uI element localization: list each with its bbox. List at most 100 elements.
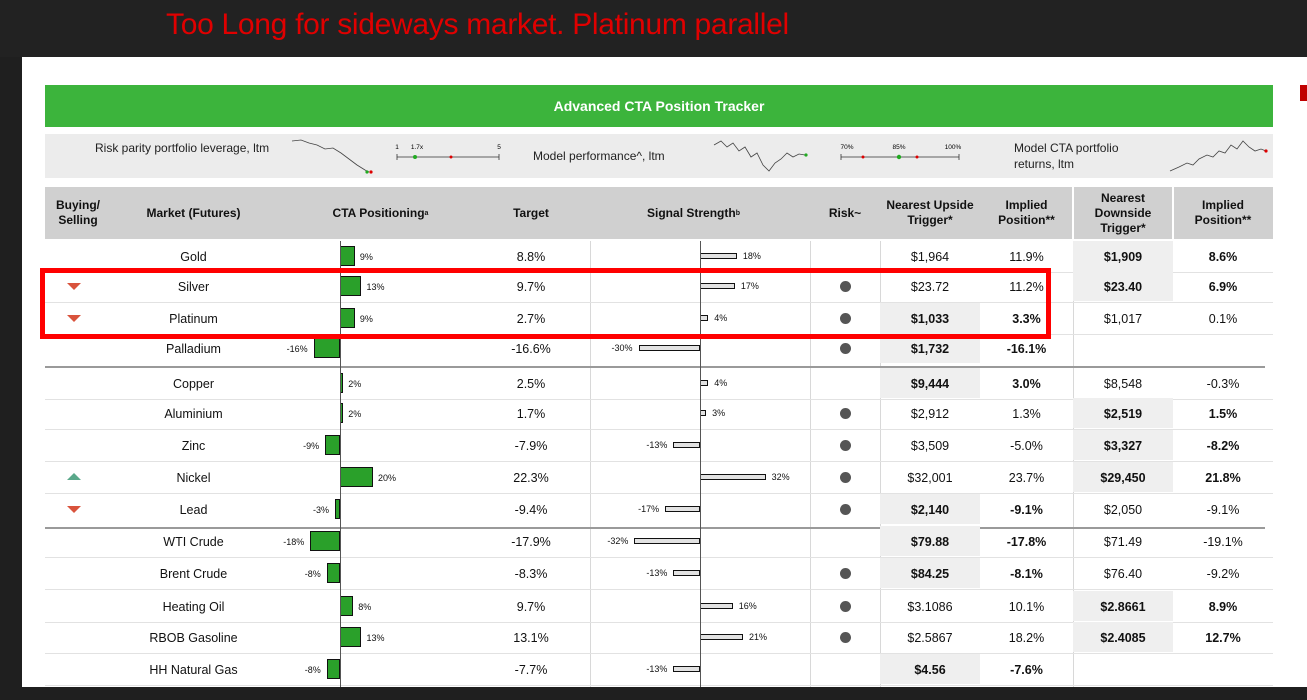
header-target-text: Target <box>513 205 549 220</box>
upside-implied-position: -7.6% <box>1010 662 1043 677</box>
upside-trigger-value: $4.56 <box>914 662 946 677</box>
upside-implied-position: 18.2% <box>1008 630 1045 645</box>
signal-strength-label: 16% <box>738 601 757 611</box>
upside-shade <box>880 368 980 398</box>
target-value: 13.1% <box>513 630 549 645</box>
downside-implied-position: 21.8% <box>1205 470 1241 485</box>
row-divider <box>45 557 1273 558</box>
upside-trigger-value: $84.25 <box>910 566 950 581</box>
downside-shade <box>1073 271 1173 301</box>
signal-strength-bar <box>700 315 709 321</box>
column-divider <box>880 241 881 687</box>
risk-dot-icon <box>840 632 851 643</box>
target-value: 8.8% <box>516 249 546 264</box>
header-cta-positioning: CTA Positioning a <box>276 187 485 239</box>
row-divider <box>45 493 1273 494</box>
signal-strength-label: 32% <box>771 472 790 482</box>
upside-trigger-value: $23.72 <box>910 279 950 294</box>
leverage-tick-min: 1 <box>395 144 399 151</box>
returns-label: Model CTA portfolio returns, ltm <box>1014 141 1119 171</box>
downside-implied-position: 8.9% <box>1208 599 1238 614</box>
market-name: Platinum <box>169 311 218 326</box>
cta-position-label: 2% <box>348 409 362 419</box>
cta-position-label: -9% <box>303 441 320 451</box>
header-market-text: Market (Futures) <box>146 205 241 220</box>
upside-shade <box>880 494 980 524</box>
risk-dot-icon <box>840 440 851 451</box>
downside-implied-position: -9.2% <box>1206 566 1240 581</box>
risk-dot-icon <box>840 281 851 292</box>
signal-strength-label: 18% <box>742 251 761 261</box>
header-cta-positioning-text: CTA Positioning <box>332 205 425 220</box>
header-downside-trigger-text: Nearest Downside Trigger* <box>1094 190 1152 235</box>
signal-strength-bar <box>700 474 766 480</box>
risk-dot-icon <box>840 408 851 419</box>
target-value: -7.7% <box>514 662 548 677</box>
downside-trigger-value: $23.40 <box>1103 279 1143 294</box>
signal-strength-bar <box>634 538 700 544</box>
market-name: Nickel <box>176 470 211 485</box>
upside-trigger-value: $2.5867 <box>907 630 953 645</box>
header-risk-text: Risk~ <box>828 205 862 220</box>
returns-sparkline <box>1169 140 1268 172</box>
cta-position-label: 20% <box>378 473 397 483</box>
cta-position-label: 13% <box>366 282 385 292</box>
downside-implied-position: -0.3% <box>1206 376 1240 391</box>
downside-implied-position: 1.5% <box>1208 406 1238 421</box>
target-value: -17.9% <box>511 534 551 549</box>
signal-strength-bar <box>700 283 735 289</box>
downside-implied-position: 0.1% <box>1208 311 1238 326</box>
header-column-gap <box>1072 187 1074 239</box>
risk-dot-icon <box>840 313 851 324</box>
cta-position-bar <box>340 627 362 647</box>
signal-strength-label: -13% <box>646 664 668 674</box>
section-separator <box>45 366 1265 368</box>
performance-sparkline <box>713 140 808 172</box>
cta-position-label: 9% <box>359 252 373 262</box>
downside-shade <box>1073 430 1173 460</box>
signal-strength-label: 4% <box>714 378 728 388</box>
signal-strength-label: -32% <box>607 536 629 546</box>
market-name: Silver <box>177 279 210 294</box>
cta-position-label: 2% <box>348 379 362 389</box>
signal-axis <box>700 241 701 687</box>
header-buying-selling: Buying/ Selling <box>45 187 111 239</box>
cta-position-label: 8% <box>358 602 372 612</box>
signal-strength-bar <box>638 345 700 351</box>
upside-trigger-value: $2,912 <box>910 406 950 421</box>
signal-strength-bar <box>700 603 733 609</box>
performance-tick-current: 85% <box>892 144 905 151</box>
target-value: -7.9% <box>514 438 548 453</box>
downside-shade <box>1073 241 1173 271</box>
header-target: Target <box>485 187 577 239</box>
upside-implied-position: 3.0% <box>1012 376 1041 391</box>
risk-dot-icon <box>840 472 851 483</box>
target-value: 9.7% <box>516 599 546 614</box>
cta-position-bar <box>340 596 354 616</box>
downside-shade <box>1073 462 1173 492</box>
row-divider <box>45 653 1273 654</box>
downside-trigger-value: $2,519 <box>1103 406 1143 421</box>
tracker-sheet: Advanced CTA Position Tracker Risk parit… <box>22 57 1297 687</box>
signal-strength-label: -30% <box>611 343 633 353</box>
market-name: RBOB Gasoline <box>149 630 238 645</box>
row-divider <box>45 302 1273 303</box>
downside-implied-position: 6.9% <box>1208 279 1238 294</box>
downside-trigger-value: $1,017 <box>1103 311 1143 326</box>
downside-trigger-value: $29,450 <box>1100 470 1146 485</box>
header-cta-positioning-superscript: a <box>424 209 429 217</box>
upside-implied-position: -16.1% <box>1006 341 1047 356</box>
signal-strength-bar <box>673 666 700 672</box>
upside-shade <box>880 558 980 588</box>
upside-trigger-value: $79.88 <box>910 534 950 549</box>
signal-strength-bar <box>673 442 700 448</box>
upside-implied-position: -5.0% <box>1010 438 1043 453</box>
cta-position-bar <box>340 467 373 487</box>
target-value: 22.3% <box>513 470 549 485</box>
header-implied-down: Implied Position** <box>1173 187 1273 239</box>
row-divider <box>45 461 1273 462</box>
edge-marker <box>1300 85 1307 101</box>
downside-trigger-value <box>1073 333 1173 364</box>
market-name: Gold <box>180 249 207 264</box>
target-value: -8.3% <box>514 566 548 581</box>
